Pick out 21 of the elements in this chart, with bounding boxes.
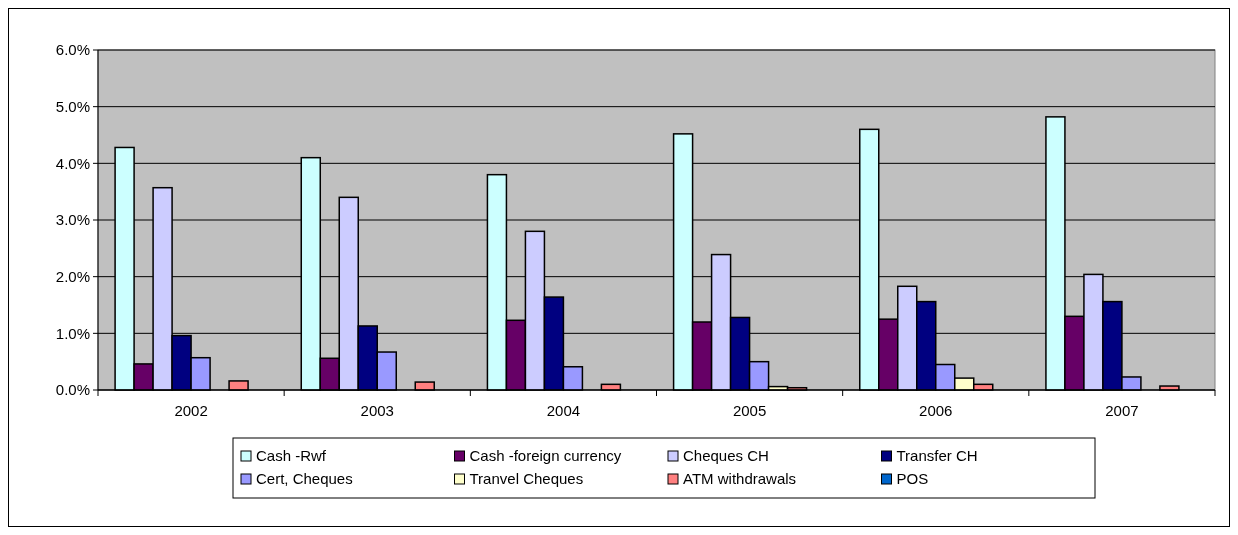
legend-label: Cert, Cheques bbox=[256, 470, 353, 487]
legend-label: Tranvel Cheques bbox=[469, 470, 584, 487]
y-tick-label: 0.0% bbox=[55, 381, 90, 399]
legend-label: Cheques CH bbox=[683, 447, 769, 464]
legend-label: ATM withdrawals bbox=[683, 470, 797, 487]
x-tick-label: 2007 bbox=[1105, 402, 1139, 419]
y-tick-label: 3.0% bbox=[55, 211, 90, 229]
y-tick-label: 1.0% bbox=[55, 324, 90, 342]
y-tick-label: 6.0% bbox=[55, 41, 90, 59]
x-tick-label: 2002 bbox=[174, 402, 208, 419]
x-tick-label: 2004 bbox=[546, 402, 581, 419]
x-tick-label: 2006 bbox=[919, 402, 953, 419]
legend-label: POS bbox=[896, 470, 929, 487]
legend-label: Cash -foreign currency bbox=[469, 447, 622, 464]
x-tick-label: 2005 bbox=[732, 402, 767, 419]
y-tick-label: 4.0% bbox=[55, 154, 90, 172]
x-tick-label: 2003 bbox=[360, 402, 394, 419]
legend-label: Transfer CH bbox=[896, 447, 978, 464]
legend-label: Cash -Rwf bbox=[256, 447, 327, 464]
y-tick-label: 2.0% bbox=[55, 267, 90, 285]
y-tick-label: 5.0% bbox=[55, 97, 90, 115]
